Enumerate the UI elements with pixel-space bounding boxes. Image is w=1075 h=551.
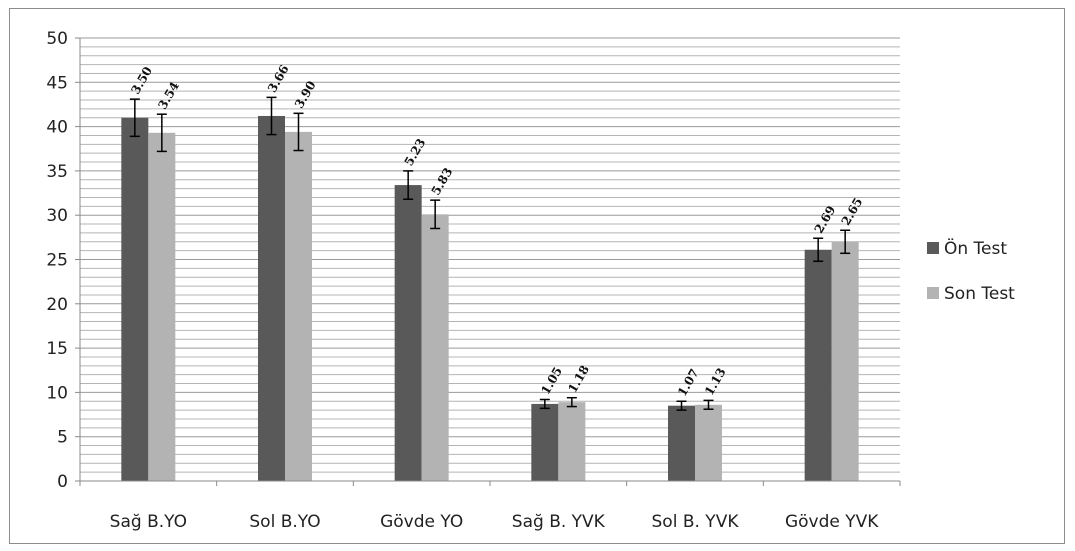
legend-label: Son Test xyxy=(944,284,1015,304)
data-label: 3.90 xyxy=(292,78,319,110)
bar-on-test xyxy=(394,185,422,482)
data-label: 3.50 xyxy=(128,64,155,96)
legend-swatch xyxy=(927,242,939,254)
bar-on-test xyxy=(668,405,695,481)
x-category-label: Sağ B. YVK xyxy=(512,512,606,532)
data-label: 1.18 xyxy=(565,363,592,395)
bar-on-test xyxy=(804,249,832,481)
data-label: 1.07 xyxy=(675,366,702,398)
bar-son-test xyxy=(558,402,586,481)
data-label: 3.54 xyxy=(155,79,182,111)
x-category-label: Gövde YO xyxy=(380,512,463,532)
data-label: 2.65 xyxy=(839,195,866,227)
y-tick-label: 20 xyxy=(46,295,68,315)
y-tick-label: 50 xyxy=(46,29,68,49)
data-label: 5.23 xyxy=(402,136,429,168)
bar-son-test xyxy=(695,404,722,481)
bar-on-test xyxy=(258,115,285,481)
data-label: 3.66 xyxy=(265,63,292,95)
y-tick-label: 15 xyxy=(46,339,68,359)
y-tick-label: 35 xyxy=(46,162,68,182)
y-tick-label: 5 xyxy=(57,428,68,448)
bar-on-test xyxy=(531,403,559,481)
y-axis: 0 5 10 15 20 25 30 35 40 45 50 xyxy=(46,29,81,492)
bar-son-test xyxy=(148,132,176,481)
gridlines xyxy=(80,37,900,482)
x-category-label: Sağ B.YO xyxy=(110,512,187,532)
bar-on-test xyxy=(121,117,149,482)
data-label: 1.13 xyxy=(702,366,729,398)
bar-son-test xyxy=(421,214,449,481)
legend: Ön Test Son Test xyxy=(927,237,1015,304)
y-tick-label: 45 xyxy=(46,73,68,93)
data-label: 2.69 xyxy=(812,203,839,235)
bar-son-test xyxy=(285,131,312,481)
legend-label: Ön Test xyxy=(944,237,1007,259)
x-category-label: Sol B. YVK xyxy=(652,512,740,532)
x-category-label: Gövde YVK xyxy=(785,512,879,532)
y-tick-label: 40 xyxy=(46,118,68,138)
x-axis: Sağ B.YO Sol B.YO Gövde YO Sağ B. YVK Sol B.… xyxy=(79,480,901,532)
legend-swatch xyxy=(927,287,939,299)
bar-son-test xyxy=(831,241,859,481)
y-tick-label: 30 xyxy=(46,206,68,226)
data-label: 5.83 xyxy=(429,165,456,197)
y-tick-label: 0 xyxy=(57,472,68,492)
y-tick-label: 10 xyxy=(46,383,68,403)
y-tick-label: 25 xyxy=(46,251,68,271)
x-category-label: Sol B.YO xyxy=(249,512,320,532)
bars: 3.50 3.543.66 3.905.235.831.05 1.18 1.07 1.13… xyxy=(121,63,866,482)
